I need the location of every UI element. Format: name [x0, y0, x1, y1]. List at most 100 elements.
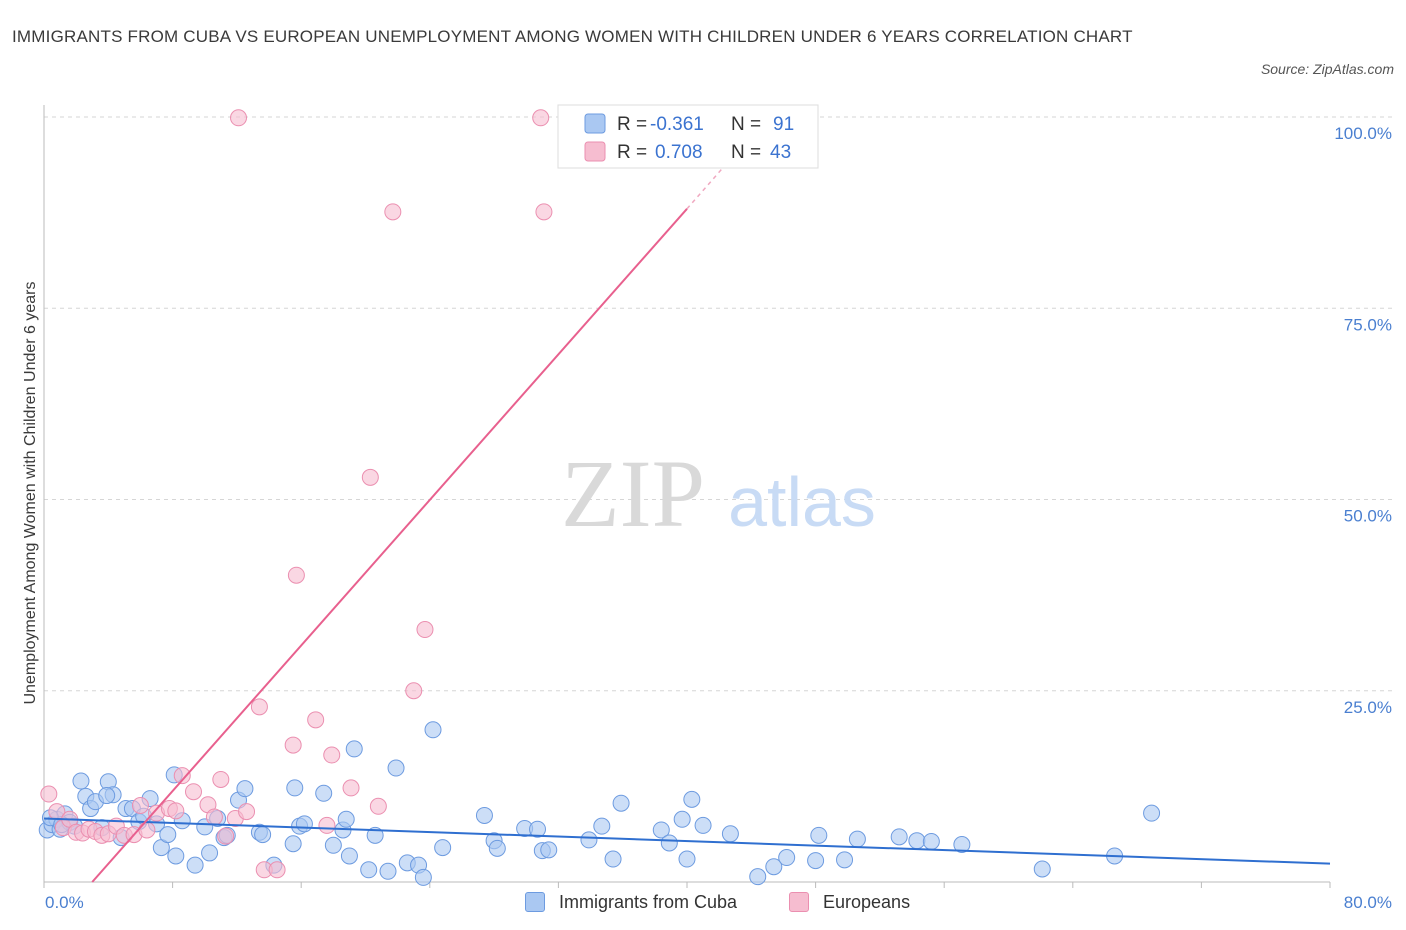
- legend-label-europeans: Europeans: [823, 891, 911, 912]
- cuba-point-44: [337, 810, 355, 828]
- cuba-point-56: [475, 806, 493, 824]
- cuba-point-81: [890, 828, 908, 846]
- cuba-point-63: [580, 831, 598, 849]
- euro-point-36: [361, 468, 379, 486]
- legend-bottom: Immigrants from Cuba Europeans: [0, 888, 1406, 916]
- cuba-point-74: [749, 868, 767, 886]
- euro-point-37: [369, 797, 387, 815]
- euro-point-31: [287, 566, 305, 584]
- cuba-point-79: [836, 851, 854, 869]
- euro-point-18: [173, 767, 191, 785]
- cuba-point-41: [315, 784, 333, 802]
- tick-labels: 25.0% 50.0% 75.0% 100.0% 0.0% 80.0%: [45, 124, 1392, 912]
- euro-point-0: [40, 785, 58, 803]
- legend-top: R = -0.361 N = 91 R = 0.708 N = 43: [557, 104, 819, 169]
- cuba-point-54: [424, 721, 442, 739]
- cuba-point-22: [159, 826, 177, 844]
- euro-point-14: [138, 821, 156, 839]
- euro-point-41: [532, 109, 550, 127]
- cuba-point-85: [1033, 860, 1051, 878]
- y-tick-label-1: 50.0%: [1344, 507, 1392, 526]
- legend-swatch-euro: [584, 141, 606, 162]
- axes: [43, 105, 1331, 888]
- x-tick-label-0: 0.0%: [45, 893, 84, 912]
- y-tick-label-2: 75.0%: [1344, 315, 1392, 334]
- grid-lines: [44, 116, 1392, 692]
- legend-swatch-euro-bottom: [789, 892, 809, 912]
- watermark-zip: ZIP: [561, 440, 705, 547]
- cuba-point-60: [529, 820, 547, 838]
- euro-point-42: [535, 203, 553, 221]
- watermark: ZIP atlas: [561, 440, 876, 547]
- legend-n-label-euro: N =: [731, 142, 761, 163]
- cuba-point-72: [694, 816, 712, 834]
- y-tick-label-3: 100.0%: [1334, 124, 1392, 143]
- y-tick-label-0: 25.0%: [1344, 698, 1392, 717]
- cuba-point-55: [434, 839, 452, 857]
- cuba-point-53: [414, 868, 432, 886]
- legend-swatch-cuba-bottom: [525, 892, 545, 912]
- cuba-point-65: [604, 850, 622, 868]
- legend-r-label-euro: R =: [617, 142, 647, 163]
- cuba-point-40: [295, 815, 313, 833]
- euro-point-13: [131, 797, 149, 814]
- cuba-point-23: [167, 847, 185, 865]
- cuba-point-42: [324, 836, 342, 854]
- cuba-point-66: [612, 794, 630, 812]
- euro-point-29: [268, 861, 286, 879]
- cuba-point-82: [908, 832, 926, 850]
- trend-line-euro-extension: [686, 162, 728, 210]
- cuba-point-50: [387, 759, 405, 777]
- cuba-point-73: [721, 825, 739, 843]
- legend-r-label-cuba: R =: [617, 114, 647, 135]
- cuba-point-62: [540, 841, 558, 859]
- cuba-point-26: [186, 856, 204, 874]
- cuba-point-7: [72, 772, 90, 790]
- trend-lines: [43, 162, 1331, 883]
- cuba-point-71: [683, 790, 701, 808]
- cuba-point-68: [660, 834, 678, 852]
- euro-point-25: [238, 803, 256, 821]
- cuba-point-67: [652, 821, 670, 839]
- cuba-point-46: [345, 740, 363, 758]
- euro-point-30: [284, 736, 302, 754]
- legend-r-value-cuba: -0.361: [650, 114, 704, 135]
- euro-point-39: [405, 682, 423, 700]
- cuba-point-49: [379, 862, 397, 880]
- cuba-point-38: [286, 779, 304, 797]
- watermark-atlas: atlas: [728, 463, 876, 541]
- cuba-point-69: [673, 810, 691, 828]
- euro-point-35: [342, 779, 360, 797]
- cuba-point-28: [201, 844, 219, 862]
- cuba-point-78: [810, 826, 828, 844]
- euro-point-22: [212, 770, 230, 788]
- cuba-point-76: [778, 849, 796, 867]
- cuba-point-48: [366, 826, 384, 844]
- cuba-point-47: [360, 861, 378, 879]
- y-axis-label: Unemployment Among Women with Children U…: [22, 281, 39, 704]
- legend-item-europeans[interactable]: Europeans: [789, 888, 910, 916]
- cuba-point-64: [593, 817, 611, 835]
- euro-point-19: [184, 783, 202, 801]
- cuba-point-80: [848, 830, 866, 848]
- legend-r-value-euro: 0.708: [655, 142, 703, 163]
- euro-point-34: [323, 746, 341, 764]
- series-euro-points: [40, 109, 553, 879]
- cuba-point-77: [807, 852, 825, 870]
- trend-line-cuba: [43, 817, 1331, 865]
- cuba-point-58: [488, 839, 506, 857]
- euro-point-40: [416, 621, 434, 639]
- x-tick-label-1: 80.0%: [1344, 893, 1392, 912]
- cuba-point-84: [953, 836, 971, 854]
- cuba-point-83: [922, 832, 940, 850]
- euro-point-27: [250, 698, 268, 716]
- euro-point-26: [230, 109, 248, 127]
- cuba-point-35: [254, 826, 272, 844]
- cuba-point-45: [340, 847, 358, 865]
- legend-swatch-cuba: [584, 113, 606, 134]
- legend-item-cuba[interactable]: Immigrants from Cuba: [525, 888, 737, 916]
- source-label: Source: ZipAtlas.com: [1260, 61, 1394, 77]
- legend-label-cuba: Immigrants from Cuba: [559, 891, 738, 912]
- trend-line-euro: [91, 208, 688, 883]
